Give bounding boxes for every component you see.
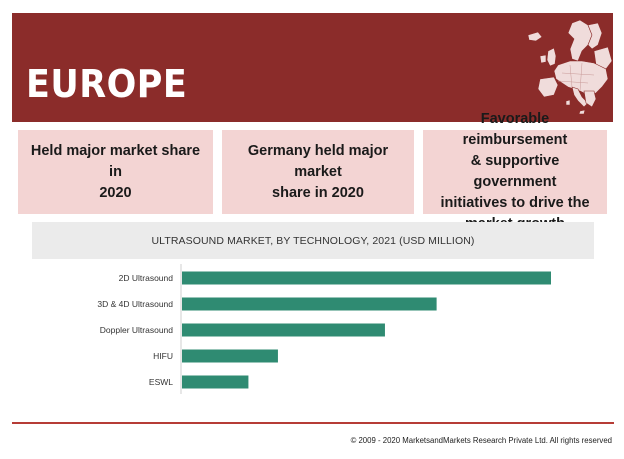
card-line: & supportive government xyxy=(470,153,560,190)
region-title: EUROPE xyxy=(26,62,188,106)
footer-divider xyxy=(12,422,614,424)
category-label: Doppler Ultrasound xyxy=(100,325,174,335)
bar xyxy=(182,323,385,337)
card-line: initiatives to drive the xyxy=(440,195,590,211)
chart-title: ULTRASOUND MARKET, BY TECHNOLOGY, 2021 (… xyxy=(32,222,594,259)
bar xyxy=(182,297,437,311)
europe-map-icon xyxy=(527,19,613,115)
copyright-text: © 2009 - 2020 MarketsandMarkets Research… xyxy=(350,436,612,445)
card-line: Held major market share in xyxy=(30,142,201,180)
region-banner: EUROPE xyxy=(12,13,613,122)
card-line: 2020 xyxy=(99,184,132,201)
highlight-card-market-share: Held major market share in 2020 xyxy=(18,130,213,214)
category-label: 3D & 4D Ultrasound xyxy=(97,299,173,309)
technology-bar-chart: 2D Ultrasound 3D & 4D Ultrasound Doppler U… xyxy=(97,264,551,394)
highlight-card-reimbursement: Favorable reimbursement & supportive gov… xyxy=(423,111,607,232)
bar xyxy=(182,349,278,363)
card-line: share in 2020 xyxy=(272,184,364,201)
bar xyxy=(182,375,249,389)
category-label: HIFU xyxy=(153,351,173,361)
bar xyxy=(182,271,551,285)
card-line: Favorable reimbursement xyxy=(462,111,568,148)
highlight-card-germany: Germany held major market share in 2020 xyxy=(222,130,414,214)
category-label: 2D Ultrasound xyxy=(119,273,174,283)
card-line: Germany held major market xyxy=(247,142,389,180)
category-label: ESWL xyxy=(149,377,173,387)
